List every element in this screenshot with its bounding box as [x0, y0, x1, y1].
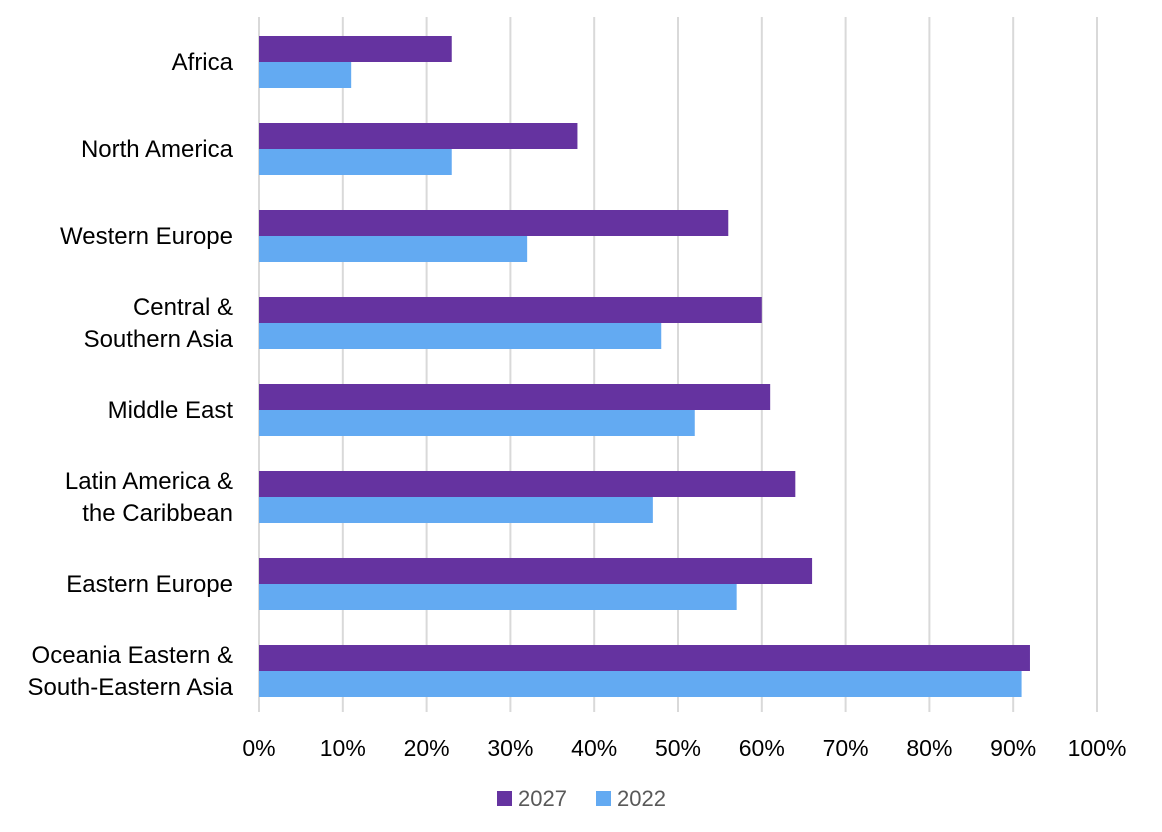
- x-tick-label: 0%: [242, 735, 275, 761]
- x-tick-label: 80%: [906, 735, 952, 761]
- category-axis: Africa North America Western Europe Central…: [28, 49, 234, 701]
- legend-swatch: [596, 791, 611, 806]
- category-label: Eastern Europe: [66, 571, 233, 598]
- bar-2022: [259, 149, 452, 175]
- bar-2027: [259, 645, 1030, 671]
- bar-2022: [259, 584, 737, 610]
- bar-2027: [259, 36, 452, 62]
- x-tick-label: 30%: [487, 735, 533, 761]
- category-label: Western Europe: [60, 223, 233, 250]
- bar-2027: [259, 384, 771, 410]
- legend-label: 2022: [617, 786, 666, 811]
- x-tick-label: 90%: [990, 735, 1036, 761]
- category-label: Middle East: [108, 397, 234, 424]
- bar-2027: [259, 123, 578, 149]
- bars: [259, 36, 1030, 697]
- category-label: the Caribbean: [82, 500, 233, 527]
- value-axis: 0% 10% 20% 30% 40% 50% 60% 70% 80% 90% 100%: [242, 735, 1126, 761]
- category-label: Oceania Eastern &: [32, 642, 233, 669]
- bar-2022: [259, 497, 653, 523]
- bar-2022: [259, 410, 695, 436]
- bar-2022: [259, 323, 662, 349]
- bar-2022: [259, 236, 528, 262]
- category-label: Latin America &: [65, 468, 233, 495]
- bar-2027: [259, 471, 796, 497]
- bar-2027: [259, 297, 762, 323]
- bar-2022: [259, 62, 352, 88]
- category-label: Africa: [172, 49, 234, 76]
- x-tick-label: 40%: [571, 735, 617, 761]
- category-label: Central &: [133, 294, 233, 321]
- legend-swatch: [497, 791, 512, 806]
- x-tick-label: 10%: [320, 735, 366, 761]
- x-tick-label: 50%: [655, 735, 701, 761]
- x-tick-label: 20%: [404, 735, 450, 761]
- x-tick-label: 100%: [1068, 735, 1127, 761]
- category-label: South-Eastern Asia: [28, 674, 234, 701]
- legend-label: 2027: [518, 786, 567, 811]
- x-tick-label: 60%: [739, 735, 785, 761]
- x-tick-label: 70%: [823, 735, 869, 761]
- category-label: Southern Asia: [84, 326, 234, 353]
- bar-2022: [259, 671, 1022, 697]
- bar-2027: [259, 558, 813, 584]
- category-label: North America: [81, 136, 234, 163]
- legend: 2027 2022: [497, 786, 666, 811]
- bar-2027: [259, 210, 729, 236]
